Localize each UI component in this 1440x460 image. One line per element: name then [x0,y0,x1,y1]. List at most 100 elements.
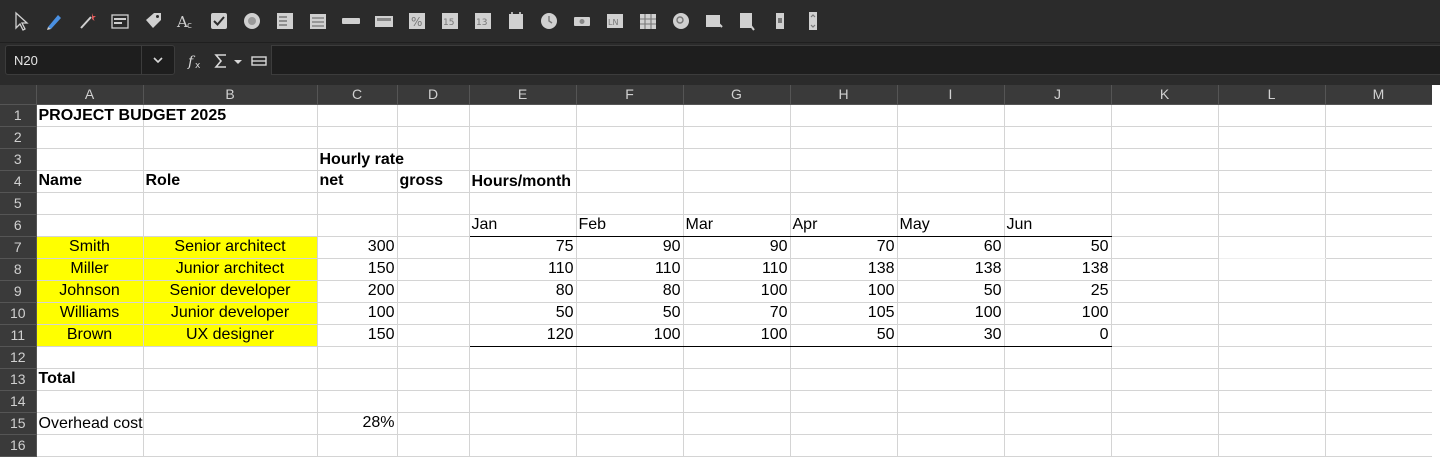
navigation-bar-icon[interactable]: LN [604,9,626,33]
cell-l16[interactable] [1218,434,1326,457]
cell-a7[interactable]: Smith [36,236,144,259]
cell-d1[interactable] [397,104,470,127]
cell-b6[interactable] [143,214,318,237]
cell-a5[interactable] [36,192,144,215]
cell-i2[interactable] [897,126,1005,149]
cell-l7[interactable] [1218,236,1326,259]
column-header-g[interactable]: G [683,85,791,105]
cell-k3[interactable] [1111,148,1219,171]
cell-i4[interactable] [897,170,1005,193]
cell-h13[interactable] [790,368,898,391]
cell-c2[interactable] [317,126,398,149]
cell-g14[interactable] [683,390,791,413]
cell-l15[interactable] [1218,412,1326,435]
cell-m9[interactable] [1325,280,1433,303]
cell-k8[interactable] [1111,258,1219,281]
cell-j4[interactable] [1004,170,1112,193]
cell-g9[interactable]: 100 [683,280,791,303]
cell-c8[interactable]: 150 [317,258,398,281]
cell-b11[interactable]: UX designer [143,324,318,347]
cell-d6[interactable] [397,214,470,237]
cell-m13[interactable] [1325,368,1433,391]
cell-g7[interactable]: 90 [683,236,791,259]
cell-b13[interactable] [143,368,318,391]
magic-wand-icon[interactable] [76,9,98,33]
cell-m6[interactable] [1325,214,1433,237]
cell-h8[interactable]: 138 [790,258,898,281]
cell-e15[interactable] [469,412,577,435]
select-all-corner[interactable] [0,85,37,105]
cell-l13[interactable] [1218,368,1326,391]
column-header-h[interactable]: H [790,85,898,105]
cell-b10[interactable]: Junior developer [143,302,318,325]
cell-c16[interactable] [317,434,398,457]
cell-c13[interactable] [317,368,398,391]
cell-l14[interactable] [1218,390,1326,413]
name-box[interactable]: N20 [5,45,175,75]
image-button-icon[interactable] [571,9,593,33]
cell-c12[interactable] [317,346,398,369]
cell-h3[interactable] [790,148,898,171]
cell-h1[interactable] [790,104,898,127]
row-header[interactable]: 2 [0,126,37,149]
cell-g4[interactable] [683,170,791,193]
cell-d11[interactable] [397,324,470,347]
column-header-c[interactable]: C [317,85,398,105]
row-header[interactable]: 13 [0,368,37,391]
cell-k7[interactable] [1111,236,1219,259]
cell-a2[interactable] [36,126,144,149]
column-header-i[interactable]: I [897,85,1005,105]
cell-j16[interactable] [1004,434,1112,457]
cell-a14[interactable] [36,390,144,413]
cell-i3[interactable] [897,148,1005,171]
cell-i5[interactable] [897,192,1005,215]
cell-f14[interactable] [576,390,684,413]
cell-g11[interactable]: 100 [683,324,791,347]
label-field-icon[interactable] [373,9,395,33]
cell-a4[interactable]: Name [36,170,144,193]
cell-g8[interactable]: 110 [683,258,791,281]
sum-dropdown-icon[interactable] [231,51,245,71]
select-pointer-icon[interactable] [10,9,32,33]
cell-g13[interactable] [683,368,791,391]
cell-j15[interactable] [1004,412,1112,435]
cell-b7[interactable]: Senior architect [143,236,318,259]
cell-g12[interactable] [683,346,791,369]
push-button-icon[interactable] [340,9,362,33]
cell-g5[interactable] [683,192,791,215]
cell-e10[interactable]: 50 [469,302,577,325]
cell-h16[interactable] [790,434,898,457]
row-header[interactable]: 6 [0,214,37,237]
cell-a13[interactable]: Total [36,368,144,391]
cell-l2[interactable] [1218,126,1326,149]
cell-h7[interactable]: 70 [790,236,898,259]
cell-b8[interactable]: Junior architect [143,258,318,281]
cell-e12[interactable] [469,346,577,369]
cell-f16[interactable] [576,434,684,457]
cell-m11[interactable] [1325,324,1433,347]
cell-j13[interactable] [1004,368,1112,391]
cell-f15[interactable] [576,412,684,435]
cell-a10[interactable]: Williams [36,302,144,325]
cell-a11[interactable]: Brown [36,324,144,347]
cell-d12[interactable] [397,346,470,369]
cell-j5[interactable] [1004,192,1112,215]
cell-j11[interactable]: 0 [1004,324,1112,347]
cell-k11[interactable] [1111,324,1219,347]
cell-m5[interactable] [1325,192,1433,215]
row-header[interactable]: 14 [0,390,37,413]
cell-b15[interactable] [143,412,318,435]
row-header[interactable]: 7 [0,236,37,259]
cell-k15[interactable] [1111,412,1219,435]
cell-f7[interactable]: 90 [576,236,684,259]
cell-d16[interactable] [397,434,470,457]
cell-l12[interactable] [1218,346,1326,369]
cell-k6[interactable] [1111,214,1219,237]
cell-k4[interactable] [1111,170,1219,193]
cell-a12[interactable] [36,346,144,369]
cell-c15[interactable]: 28% [317,412,398,435]
cell-f4[interactable] [576,170,684,193]
row-header[interactable]: 15 [0,412,37,435]
cell-i9[interactable]: 50 [897,280,1005,303]
